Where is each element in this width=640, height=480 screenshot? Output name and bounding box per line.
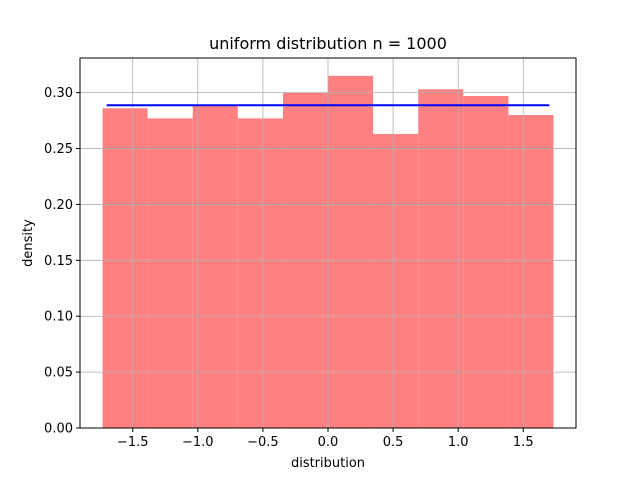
x-axis-label: distribution bbox=[291, 456, 365, 471]
histogram-bar bbox=[192, 104, 238, 428]
y-tick-label: 0.10 bbox=[44, 310, 73, 325]
y-tick-label: 0.25 bbox=[44, 142, 73, 157]
x-tick-label: −0.5 bbox=[247, 435, 279, 450]
x-tick-label: 0.0 bbox=[318, 435, 339, 450]
x-tick-label: −1.0 bbox=[182, 435, 214, 450]
x-tick-label: 1.0 bbox=[448, 435, 469, 450]
histogram-bar bbox=[147, 118, 193, 428]
y-tick-label: 0.30 bbox=[44, 86, 73, 101]
x-tick-label: 0.5 bbox=[383, 435, 404, 450]
chart-title: uniform distribution n = 1000 bbox=[209, 34, 447, 53]
y-tick-label: 0.00 bbox=[44, 422, 73, 437]
y-tick-label: 0.20 bbox=[44, 198, 73, 213]
histogram-bar bbox=[418, 89, 464, 428]
histogram-bar bbox=[328, 75, 374, 428]
y-tick-label: 0.15 bbox=[44, 254, 73, 269]
x-tick-label: 1.5 bbox=[513, 435, 534, 450]
histogram-bar bbox=[508, 115, 554, 428]
histogram-bar bbox=[237, 118, 283, 428]
x-axis-ticks: −1.5 −1.0 −0.5 0.0 0.5 1.0 1.5 bbox=[117, 428, 534, 450]
histogram-bar bbox=[463, 96, 509, 428]
histogram-bar bbox=[373, 134, 419, 428]
x-tick-label: −1.5 bbox=[117, 435, 149, 450]
y-axis-label: density bbox=[21, 219, 36, 267]
histogram-bar bbox=[102, 108, 148, 428]
y-axis-ticks: 0.00 0.05 0.10 0.15 0.20 0.25 0.30 bbox=[44, 86, 80, 437]
y-tick-label: 0.05 bbox=[44, 366, 73, 381]
